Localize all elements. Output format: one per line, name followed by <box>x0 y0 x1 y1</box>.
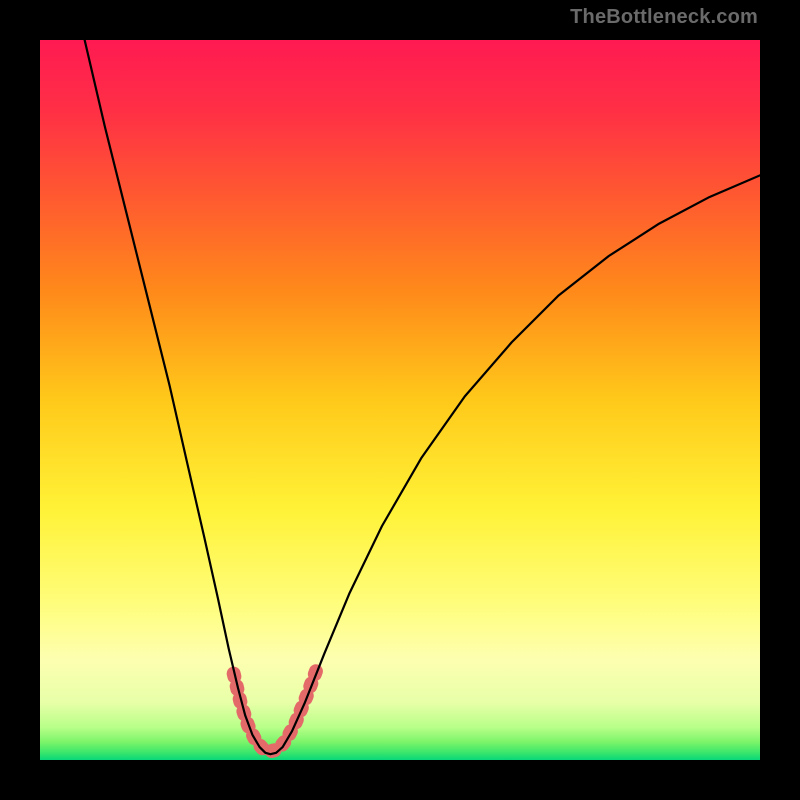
chart-frame: TheBottleneck.com <box>0 0 800 800</box>
plot-area <box>40 40 760 760</box>
valley-marker <box>234 668 318 752</box>
watermark-text: TheBottleneck.com <box>570 6 758 29</box>
curve-layer <box>40 40 760 760</box>
bottleneck-curve <box>85 40 760 754</box>
